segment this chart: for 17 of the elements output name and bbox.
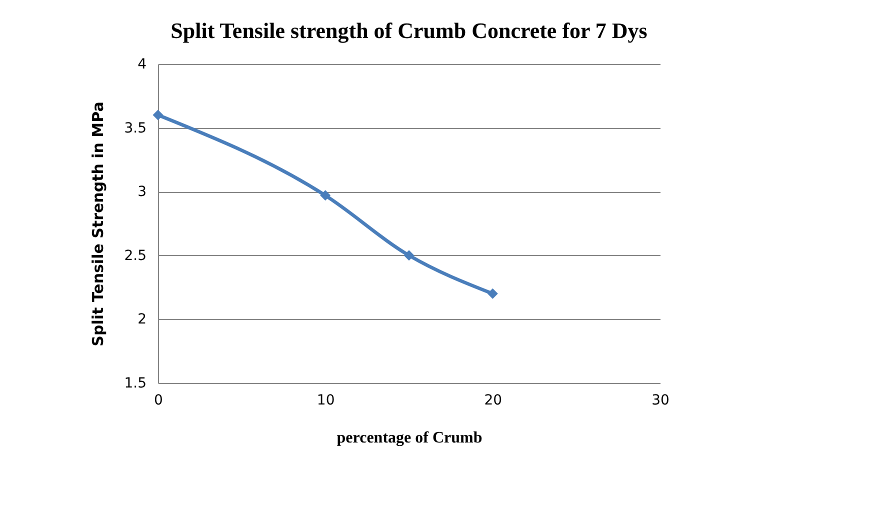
point [320, 190, 331, 201]
y-tick-label: 2 [138, 312, 146, 328]
y-tick-label: 1.5 [124, 376, 146, 392]
x-tick-label: 30 [652, 392, 670, 408]
y-tick-label: 2.5 [124, 248, 146, 264]
y-tick-label: 4 [138, 56, 147, 72]
chart-title: Split Tensile strength of Crumb Concrete for 7 Dys [170, 18, 648, 43]
y-tick-label: 3 [138, 184, 146, 200]
point [152, 110, 164, 120]
point [487, 288, 498, 299]
x-tick-label: 0 [154, 392, 163, 408]
point [404, 250, 414, 261]
y-axis-title: Split Tensile Strength in MPa [89, 102, 108, 346]
y-tick-label: 3.5 [124, 120, 146, 136]
x-tick-label: 10 [316, 392, 335, 408]
x-tick-label: 20 [484, 392, 502, 408]
x-axis-title: percentage of Crumb [336, 430, 482, 446]
